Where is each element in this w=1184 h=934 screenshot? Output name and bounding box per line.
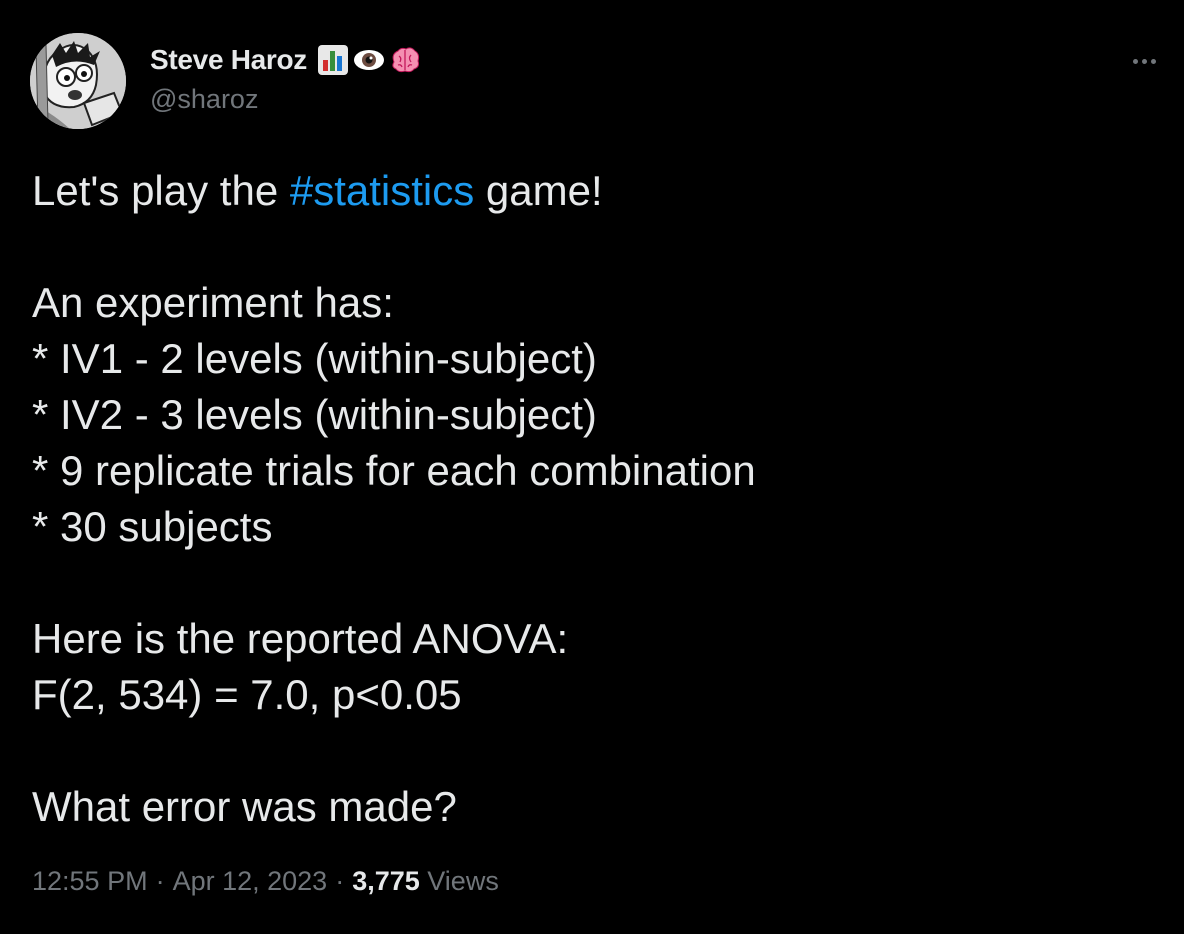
meta-separator: · [335, 866, 345, 896]
tweet-line-anova: F(2, 534) = 7.0, p<0.05 [32, 671, 462, 718]
eye-emoji-icon [354, 50, 384, 70]
tweet-line-experiment: An experiment has: [32, 279, 394, 326]
more-dot-icon [1141, 58, 1147, 64]
tweet-line-intro: Let's play the #statistics game! [32, 163, 1152, 219]
name-row: Steve Haroz [150, 42, 421, 78]
bar-chart-emoji-icon [318, 45, 348, 75]
intro-after: game! [474, 167, 603, 214]
blank-line [32, 723, 1152, 779]
tweet-line-subjects: * 30 subjects [32, 503, 273, 550]
meta-separator: · [155, 866, 165, 896]
intro-before: Let's play the [32, 167, 290, 214]
more-dot-icon [1150, 58, 1156, 64]
handle[interactable]: @sharoz [150, 84, 259, 114]
tweet-time[interactable]: 12:55 PM [32, 866, 148, 896]
tweet-line-question: What error was made? [32, 783, 457, 830]
profile-badges [317, 44, 421, 76]
avatar[interactable] [30, 33, 126, 129]
hashtag-link[interactable]: #statistics [289, 167, 475, 214]
tweet-line-trials: * 9 replicate trials for each combinatio… [32, 447, 756, 494]
display-name[interactable]: Steve Haroz [150, 44, 307, 75]
tweet-text: Let's play the #statistics game! An expe… [32, 163, 1152, 835]
tweet-line-iv1: * IV1 - 2 levels (within-subject) [32, 335, 597, 382]
brain-emoji-icon [392, 47, 420, 73]
tweet-meta: 12:55 PM · Apr 12, 2023 · 3,775 Views [32, 866, 499, 897]
views-label: Views [419, 866, 499, 896]
tweet-date[interactable]: Apr 12, 2023 [172, 866, 328, 896]
author-block: Steve Haroz @ [150, 42, 421, 115]
tweet-line-anova-intro: Here is the reported ANOVA: [32, 615, 569, 662]
more-dot-icon [1132, 58, 1138, 64]
more-options-button[interactable] [1124, 46, 1164, 76]
blank-line [32, 555, 1152, 611]
tweet-line-iv2: * IV2 - 3 levels (within-subject) [32, 391, 597, 438]
views-count[interactable]: 3,775 [352, 866, 420, 896]
blank-line [32, 219, 1152, 275]
